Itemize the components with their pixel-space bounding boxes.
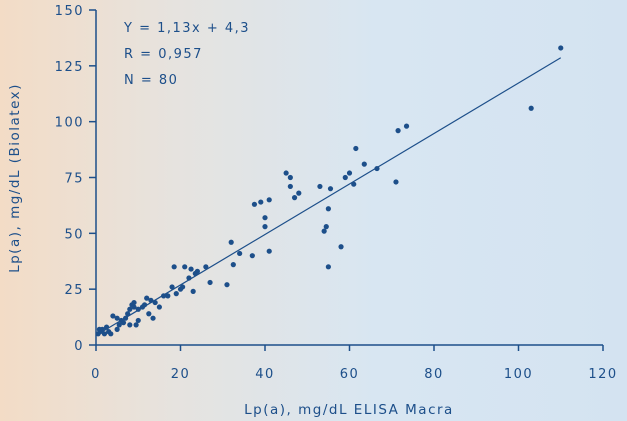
data-point [266,248,272,254]
data-point [395,128,401,134]
data-point [165,293,171,299]
data-points [95,45,564,337]
x-tick-label: 40 [255,367,275,382]
data-point [353,145,359,152]
data-point [374,165,380,172]
data-point [150,315,156,321]
y-tick-label: 150 [55,4,84,19]
x-axis-ticks: 0 20 40 60 80 100 120 [91,345,617,382]
y-tick-label: 50 [64,227,84,242]
data-point [108,331,114,337]
data-point [169,284,175,290]
x-tick-label: 80 [424,367,444,382]
data-point [317,183,323,190]
data-point [171,264,177,270]
y-axis-ticks: 0 25 50 75 100 125 150 [55,4,96,354]
x-tick-label: 20 [171,367,191,382]
data-point [135,317,141,324]
x-tick-label: 120 [588,367,617,382]
data-point [203,264,209,270]
data-point [190,288,196,294]
data-point [296,190,302,196]
data-point [116,322,122,328]
data-point [180,284,186,290]
data-point [228,239,234,245]
data-point [283,170,289,176]
x-tick-label: 0 [91,367,101,382]
data-point [342,174,348,181]
data-point [338,244,344,250]
data-point [152,299,158,306]
data-point [122,315,129,321]
data-point [346,170,353,176]
y-tick-label: 100 [55,116,84,131]
data-point [101,331,108,337]
data-point [156,304,162,310]
y-axis-title: Lp(a), mg/dL (Biolatex) [7,83,23,273]
data-point [135,306,141,312]
data-point [325,206,331,212]
data-point [148,297,154,303]
data-point [188,266,194,272]
y-tick-label: 125 [55,60,84,75]
y-tick-label: 25 [64,283,84,298]
data-point [146,311,152,317]
data-point [103,324,110,330]
data-point [403,123,410,129]
y-tick-label: 0 [74,339,84,354]
data-point [133,322,139,328]
data-point [287,183,293,190]
data-point [249,253,255,259]
data-point [291,195,298,201]
data-point [141,302,148,308]
data-point [251,201,258,207]
data-point [361,161,367,167]
correlation-coefficient: R = 0,957 [124,47,203,62]
data-point [321,228,327,234]
data-point [287,174,293,181]
data-point [131,299,137,306]
data-point [114,326,120,332]
x-tick-label: 60 [340,367,360,382]
data-point [127,322,133,328]
data-point [325,264,331,270]
data-point [393,179,399,185]
data-point [528,105,534,111]
data-point [127,306,133,312]
data-point [230,262,236,268]
data-point [351,181,357,187]
data-point [262,215,268,221]
x-tick-label: 100 [504,367,533,382]
x-axis-title: Lp(a), mg/dL ELISA Macra [244,402,454,418]
data-point [125,311,131,317]
data-point [120,320,127,326]
data-point [182,264,188,270]
data-point [323,224,329,230]
data-point [99,326,105,332]
data-point [186,275,192,281]
data-point [266,197,272,203]
data-point [131,304,137,310]
data-point [110,313,116,319]
data-point [194,268,200,274]
regression-equation: Y = 1,13x + 4,3 [123,21,250,36]
data-point [173,291,179,297]
data-point [144,295,150,301]
data-point [207,279,213,286]
data-point [558,45,564,51]
sample-size: N = 80 [124,73,178,88]
data-point [161,293,167,299]
data-point [114,315,120,321]
data-point [224,282,230,288]
data-point [262,224,268,230]
regression-line [95,57,562,336]
data-point [327,186,334,192]
y-tick-label: 75 [64,172,84,187]
data-point [237,250,243,257]
data-point [258,199,264,205]
